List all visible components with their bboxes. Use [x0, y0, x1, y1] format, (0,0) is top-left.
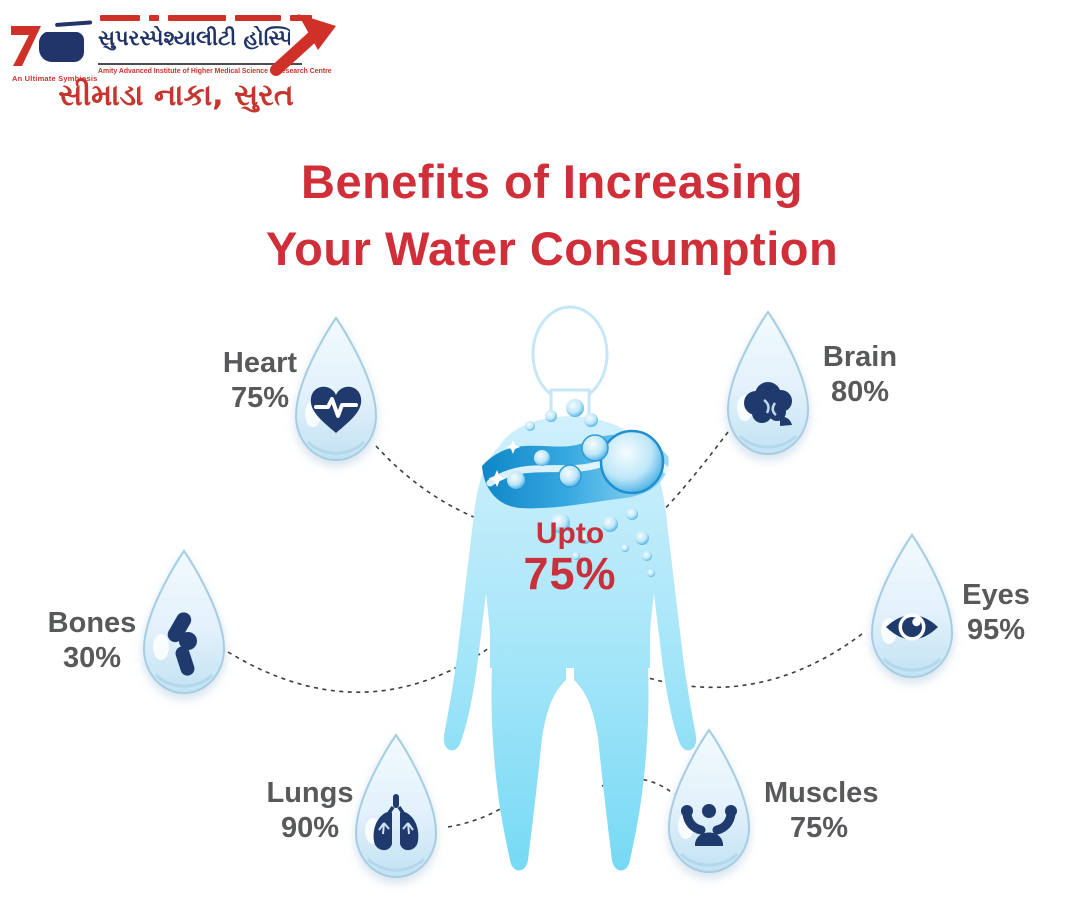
- connector-heart: [375, 445, 475, 518]
- organ-percent: 75%: [789, 812, 849, 844]
- body-caption-value: 75%: [523, 548, 617, 599]
- title-line2: Your Water Consumption: [265, 222, 839, 275]
- water-droplet: [295, 317, 377, 461]
- organ-percent: 90%: [280, 812, 340, 844]
- organ-label-eyes: Eyes 95%: [948, 578, 1044, 649]
- location-gujarati: સીમાડા નાકા, સુરત: [58, 78, 294, 113]
- organ-percent: 75%: [230, 382, 290, 414]
- eye-icon: [886, 613, 938, 641]
- connector-muscles: [601, 777, 675, 795]
- muscle-flex-icon: [681, 804, 737, 846]
- sparkle-icon: [488, 470, 506, 487]
- organ-name: Brain: [822, 341, 898, 373]
- lungs-icon: [373, 794, 419, 851]
- connector-eyes: [629, 633, 863, 689]
- logo-tagline: An Ultimate Symbiosis: [12, 74, 98, 83]
- hospital-logo-icon: [11, 20, 93, 66]
- organ-label-muscles: Muscles 75%: [764, 776, 879, 847]
- heart-pulse-icon: [310, 386, 362, 433]
- organ-label-heart: Heart 75%: [205, 346, 315, 417]
- organ-name: Heart: [222, 347, 298, 379]
- water-droplet: [727, 311, 809, 455]
- page-title: Benefits of Increasing Your Water Consum…: [35, 148, 1069, 282]
- water-droplet: [143, 550, 225, 694]
- hospital-name-gujarati: સુપરસ્પેશ્યાલીટી હોસ્પિટલ: [98, 26, 290, 50]
- organ-name: Muscles: [764, 777, 879, 809]
- organ-name: Lungs: [266, 777, 354, 809]
- organ-name: Eyes: [962, 579, 1030, 611]
- organ-name: Bones: [47, 607, 137, 639]
- organ-percent: 95%: [966, 614, 1026, 646]
- water-splash: [482, 399, 670, 577]
- organ-label-bones: Bones 30%: [42, 606, 142, 677]
- sparkle-icon: [506, 440, 520, 454]
- institute-name: Amity Advanced Institute of Higher Medic…: [98, 66, 332, 75]
- knee-joint-icon: [167, 612, 197, 676]
- water-droplet: [871, 534, 953, 678]
- header-divider: [98, 63, 302, 65]
- organ-percent: 30%: [62, 642, 122, 674]
- organ-percent: 80%: [830, 376, 890, 408]
- organ-label-brain: Brain 80%: [812, 340, 908, 411]
- title-line1: Benefits of Increasing: [301, 155, 803, 208]
- body-head: [531, 305, 609, 403]
- hammer-arrow-icon: [270, 14, 336, 76]
- water-droplet: [355, 734, 437, 878]
- connector-bones: [227, 639, 501, 693]
- brain-icon: [744, 382, 792, 426]
- body-caption-label: Upto: [535, 517, 605, 550]
- water-droplet: [668, 729, 750, 873]
- organ-label-lungs: Lungs 90%: [258, 776, 362, 847]
- human-body-figure: [443, 305, 697, 871]
